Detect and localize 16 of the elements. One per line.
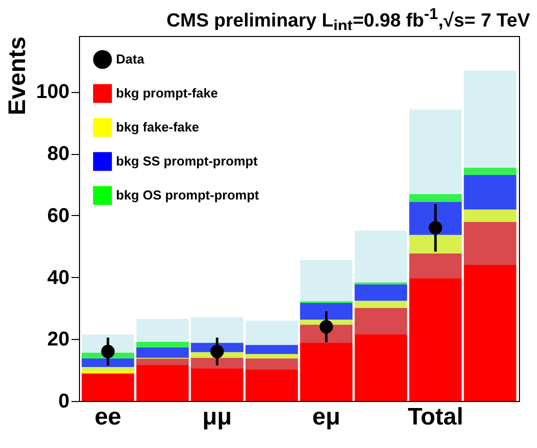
legend-label: bkg prompt-fake [116,86,218,100]
legend-label: bkg SS prompt-prompt [116,154,258,168]
y-tick-label: 20 [47,328,70,351]
y-axis-title: Events [4,36,32,116]
x-tick-label: Total [408,404,464,430]
y-tick-label: 0 [58,390,70,412]
x-tick-label: μμ [202,404,232,430]
x-tick-label: eμ [312,404,340,430]
y-tick-label: 100 [36,81,70,104]
y-tick-label: 80 [47,143,70,166]
legend-label: bkg fake-fake [116,120,200,134]
y-tick-label: 40 [47,266,70,289]
x-tick-label: ee [94,404,122,430]
legend-label: bkg OS prompt-prompt [116,188,260,202]
legend-label: Data [116,52,145,66]
y-tick-label: 60 [47,204,70,227]
